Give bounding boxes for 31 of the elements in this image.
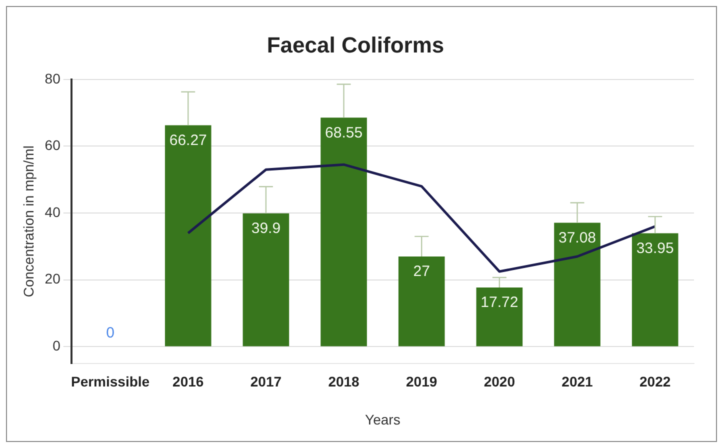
- data-label: 33.95: [636, 240, 674, 257]
- x-tick-label: 2018: [328, 374, 360, 390]
- bar: [632, 233, 678, 346]
- bar: [554, 222, 600, 346]
- bar: [398, 256, 445, 346]
- x-tick-label: 2019: [406, 374, 438, 390]
- bar: [242, 213, 290, 346]
- y-tick-label: 40: [44, 204, 61, 220]
- x-tick-label: Permissible: [70, 374, 150, 390]
- y-tick-label: 0: [52, 338, 61, 354]
- y-tick-label: 80: [44, 70, 61, 86]
- x-tick-label: 2017: [250, 374, 282, 390]
- data-label: 66.27: [169, 132, 207, 149]
- y-tick-label: 60: [44, 137, 61, 154]
- data-label: 17.72: [480, 294, 518, 312]
- data-label: 37.08: [558, 229, 596, 246]
- data-label: 0: [106, 324, 114, 342]
- bar: [320, 118, 367, 346]
- x-tick-label: 2016: [172, 374, 204, 390]
- y-tick-label: 20: [44, 270, 61, 287]
- y-axis-title: Concentration in mpn/ml: [20, 146, 36, 298]
- chart-title: Faecal Coliforms: [266, 32, 444, 58]
- x-axis-title: Years: [365, 411, 400, 428]
- x-tick-label: 2021: [562, 374, 594, 390]
- x-tick-label: 2020: [484, 374, 516, 390]
- data-label: 39.9: [251, 220, 281, 238]
- data-label: 27: [413, 263, 430, 280]
- data-label: 68.55: [325, 124, 363, 142]
- bar: [164, 125, 212, 346]
- bar: [476, 287, 523, 346]
- x-tick-label: 2022: [640, 374, 671, 390]
